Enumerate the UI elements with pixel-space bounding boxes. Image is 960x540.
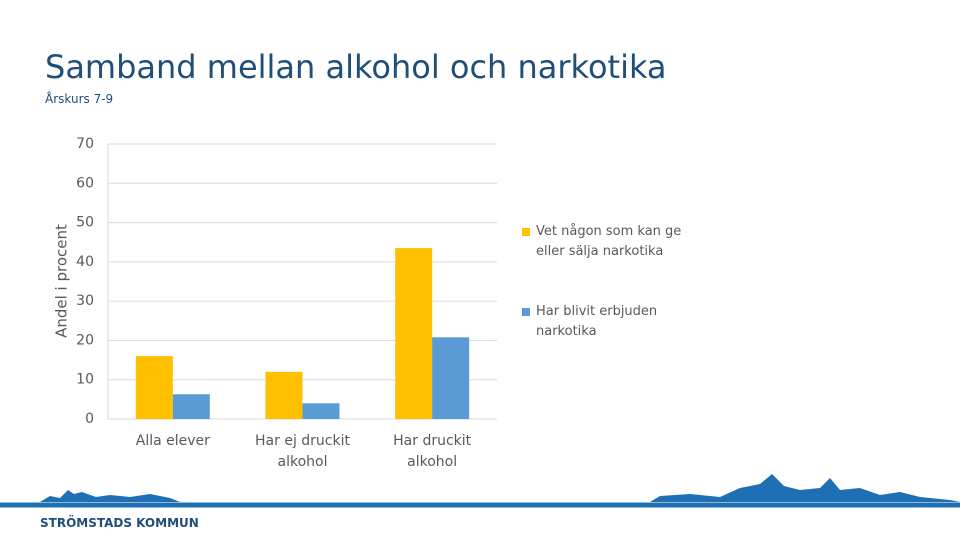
y-tick-label: 0 (85, 411, 94, 427)
bar (302, 403, 340, 419)
y-axis-label: Andel i procent (53, 224, 71, 338)
bar (395, 248, 433, 419)
y-tick-label: 30 (76, 293, 94, 309)
y-tick-label: 20 (76, 332, 94, 348)
bar (172, 394, 210, 419)
y-tick-label: 70 (76, 136, 94, 152)
x-tick-label: Alla elever (135, 433, 210, 449)
skyline-left (40, 490, 180, 502)
y-tick-label: 60 (76, 175, 94, 191)
legend-label: Har blivit erbjuden narkotika (536, 304, 658, 339)
y-tick-label: 40 (76, 254, 94, 270)
slide-title: Samband mellan alkohol och narkotika (45, 48, 667, 86)
legend-swatch (522, 308, 530, 316)
x-tick-label: Har ej druckit alkohol (255, 433, 350, 470)
legend-label: Vet någon som kan ge eller sälja narkoti… (536, 224, 682, 259)
bar (135, 356, 173, 419)
y-tick-label: 50 (76, 215, 94, 231)
footer-text: STRÖMSTADS KOMMUN (40, 516, 199, 530)
y-tick-label: 10 (76, 372, 94, 388)
bar (432, 337, 470, 419)
skyline-right (650, 474, 960, 502)
bar (265, 371, 303, 419)
slide-subtitle: Årskurs 7-9 (45, 92, 114, 106)
legend-swatch (522, 228, 530, 236)
x-tick-label: Har druckit alkohol (393, 433, 472, 470)
